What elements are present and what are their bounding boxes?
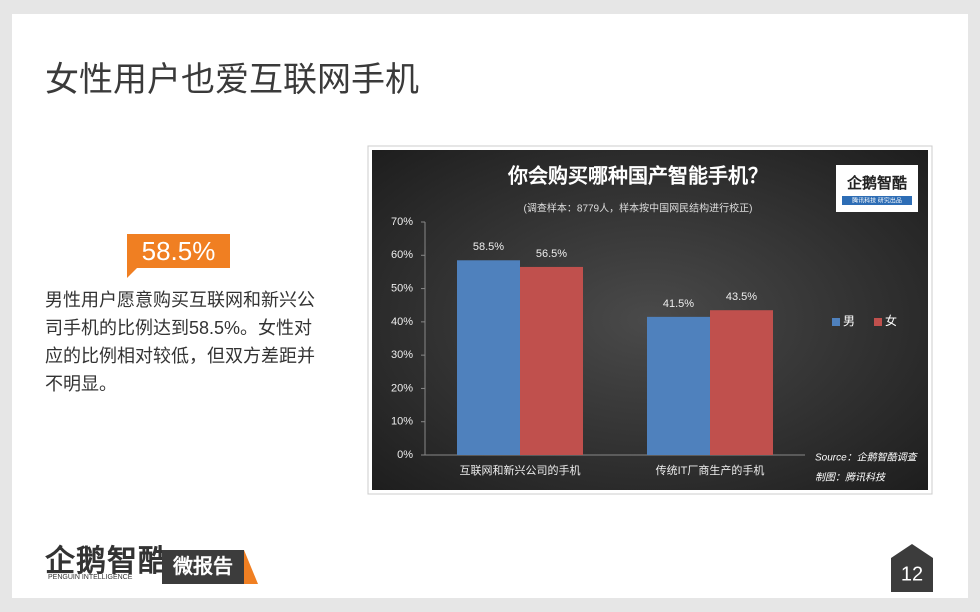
- legend-label: 女: [885, 313, 897, 328]
- bar: [457, 260, 520, 455]
- report-corner: [244, 550, 258, 584]
- credit: 制图：腾讯科技: [815, 472, 887, 484]
- page-number: 12: [901, 563, 923, 585]
- value-label: 43.5%: [726, 291, 757, 303]
- x-tick-label: 传统IT厂商生产的手机: [656, 463, 765, 477]
- chart-subtitle: (调查样本：8779人，样本按中国网民结构进行校正): [524, 202, 753, 215]
- bar: [520, 266, 583, 455]
- paragraph: 男性用户愿意购买互联网和新兴公司手机的比例达到58.5%。女性对应的比例相对较低…: [45, 290, 315, 394]
- x-tick-label: 互联网和新兴公司的手机: [460, 463, 581, 477]
- logo-sub: 腾讯科技 研究出品: [852, 197, 902, 205]
- y-tick-label: 60%: [391, 249, 413, 261]
- logo-strip: [842, 196, 912, 205]
- brand: 企鹅智酷: [45, 545, 169, 578]
- y-tick-label: 30%: [391, 349, 413, 361]
- highlight: 58.5%: [127, 234, 230, 268]
- chart-title: 你会购买哪种国产智能手机？: [507, 163, 768, 187]
- report-tag: 微报告: [162, 550, 244, 584]
- y-tick-label: 50%: [391, 282, 413, 294]
- page-badge: 12: [891, 544, 933, 592]
- source: Source：企鹅智酷调查: [815, 452, 919, 464]
- y-tick-label: 10%: [391, 416, 413, 428]
- legend-swatch: [874, 318, 882, 326]
- callout-tail: [127, 268, 137, 278]
- brand-sub: PENGUIN INTELLIGENCE: [48, 574, 133, 581]
- bar: [647, 316, 710, 455]
- y-tick-label: 40%: [391, 316, 413, 328]
- value-label: 41.5%: [663, 298, 694, 310]
- value-label: 56.5%: [536, 248, 567, 260]
- bar: [710, 310, 773, 455]
- y-tick-label: 0%: [397, 449, 413, 461]
- legend-label: 男: [843, 314, 855, 328]
- logo: 企鹅智酷: [846, 174, 907, 192]
- y-tick-label: 20%: [391, 382, 413, 394]
- legend-swatch: [832, 318, 840, 326]
- slide-title: 女性用户也爱互联网手机: [45, 61, 419, 99]
- value-label: 58.5%: [473, 241, 504, 253]
- y-tick-label: 70%: [391, 216, 413, 228]
